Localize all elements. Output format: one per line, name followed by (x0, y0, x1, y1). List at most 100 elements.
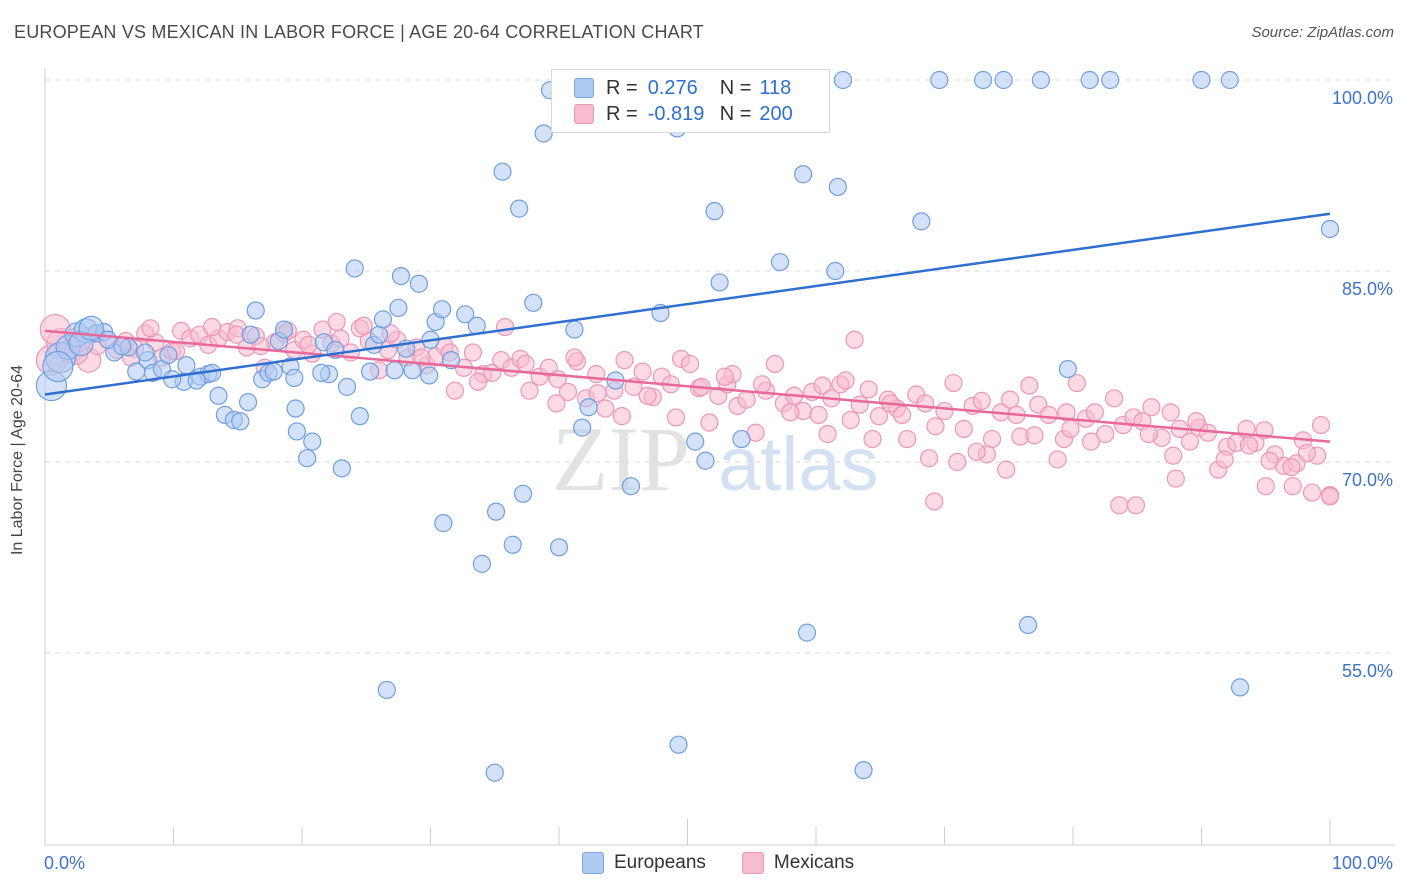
x-tick-label-min: 0.0% (44, 853, 85, 873)
europeans-point (1101, 70, 1120, 90)
r-value: -0.819 (647, 102, 705, 125)
europeans-point (350, 407, 369, 426)
mexicans-point (818, 424, 837, 444)
europeans-point (534, 124, 553, 143)
europeans-point (973, 70, 993, 90)
legend-row-europeans: R = 0.276 N = 118 (574, 76, 791, 100)
europeans-point (1031, 70, 1050, 90)
europeans-point (930, 70, 949, 90)
mexicans-point (813, 376, 832, 395)
europeans-point (332, 459, 351, 478)
europeans-point (854, 761, 873, 780)
europeans-point (264, 362, 283, 381)
mexicans-point (202, 317, 222, 337)
mexicans-point (1067, 373, 1086, 393)
europeans-point (1192, 70, 1211, 90)
source-credit[interactable]: Source: ZipAtlas.com (1251, 24, 1394, 41)
europeans-point (420, 366, 439, 385)
europeans-point (710, 273, 729, 292)
mexicans-point (1081, 432, 1101, 451)
mexicans-point (1256, 477, 1275, 496)
mexicans-swatch (574, 104, 594, 124)
mexicans-point (445, 381, 465, 400)
x-tick-label-max: 100.0% (1332, 853, 1393, 873)
mexicans-point (1096, 424, 1115, 444)
europeans-point (434, 514, 453, 533)
mexicans-trend-line (44, 329, 1331, 443)
europeans-point (456, 305, 475, 324)
r-label: R = (606, 76, 638, 99)
europeans-point (287, 422, 306, 441)
europeans-point (1320, 219, 1340, 239)
europeans-point (377, 680, 396, 700)
europeans-point (510, 199, 529, 218)
legend-item-mexicans[interactable]: Mexicans (741, 852, 854, 874)
mexicans-point (1166, 469, 1185, 488)
mexicans-point (869, 407, 889, 426)
europeans-point (241, 325, 260, 344)
europeans-point (513, 484, 533, 503)
mexicans-point (935, 401, 954, 421)
mexicans-point (1260, 451, 1279, 470)
europeans-points (35, 70, 1340, 782)
europeans-point (696, 451, 715, 470)
europeans-point (1220, 70, 1239, 90)
europeans-point (493, 162, 512, 181)
europeans-legend-swatch (582, 852, 604, 874)
europeans-point (370, 325, 389, 344)
mexicans-point (141, 319, 160, 338)
legend-row-mexicans: R = -0.819 N = 200 (574, 102, 793, 126)
mexicans-point (1320, 487, 1340, 506)
series-legend: Europeans Mexicans (582, 852, 890, 874)
n-label: N = (719, 102, 752, 125)
mexicans-legend-swatch (741, 852, 764, 874)
europeans-point (337, 377, 357, 396)
y-tick-label: 55.0% (1342, 661, 1393, 681)
mexicans-point (845, 330, 864, 349)
europeans-point (486, 502, 506, 521)
europeans-point (159, 345, 178, 365)
europeans-point (705, 202, 724, 221)
mexicans-point (468, 372, 488, 391)
mexicans-point (547, 394, 566, 413)
mexicans-point (1302, 483, 1322, 502)
legend-item-europeans[interactable]: Europeans (582, 852, 706, 874)
mexicans-point (1039, 405, 1058, 424)
mexicans-point (1282, 457, 1301, 477)
europeans-point (573, 418, 592, 437)
mexicans-point (1283, 477, 1302, 496)
europeans-point (432, 300, 452, 319)
mexicans-point (327, 312, 346, 332)
europeans-point (549, 538, 569, 557)
europeans-point (286, 399, 305, 418)
mexicans-point (863, 429, 882, 449)
europeans-point (112, 337, 132, 356)
mexicans-point (1105, 389, 1124, 408)
mexicans-point (612, 407, 632, 426)
europeans-point (797, 623, 817, 642)
europeans-point (389, 298, 408, 318)
europeans-point (485, 763, 504, 782)
mexicans-point (565, 348, 584, 367)
europeans-point (994, 70, 1013, 90)
europeans-point (403, 361, 422, 380)
mexicans-point (463, 343, 483, 362)
mexicans-point (892, 405, 912, 424)
chart-title: EUROPEAN VS MEXICAN IN LABOR FORCE | AGE… (14, 22, 704, 42)
mexicans-point (948, 452, 967, 472)
europeans-point (345, 259, 364, 278)
mexicans-point (615, 351, 634, 370)
mexicans-point (633, 362, 652, 381)
mexicans-point (781, 403, 800, 422)
europeans-point (136, 343, 155, 362)
mexicans-point (898, 429, 917, 449)
mexicans-point (1139, 424, 1158, 444)
europeans-point (472, 554, 491, 573)
europeans-point (177, 356, 196, 375)
mexicans-point (700, 413, 719, 432)
europeans-point (794, 165, 813, 184)
europeans-point (669, 735, 688, 754)
mexicans-point (596, 399, 615, 418)
mexicans-point (1085, 403, 1104, 422)
mexicans-point (680, 354, 700, 374)
